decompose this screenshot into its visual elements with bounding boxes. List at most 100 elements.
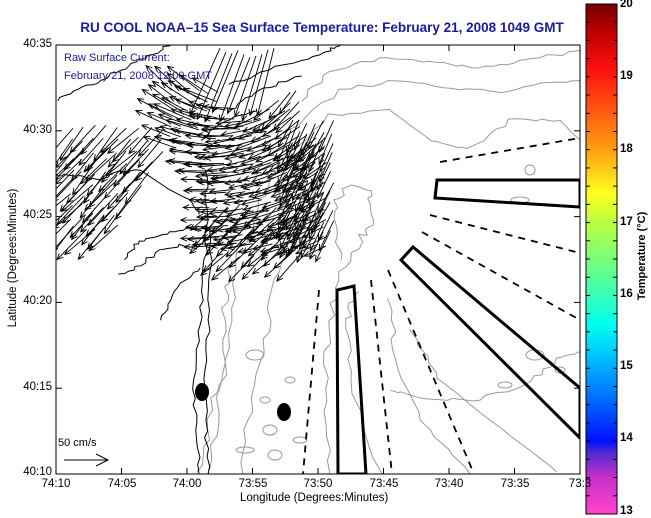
- current-vector: [134, 151, 164, 182]
- current-vector: [231, 225, 261, 234]
- current-vector: [266, 207, 290, 233]
- current-vector: [56, 193, 72, 207]
- current-vector: [56, 159, 83, 185]
- xtick-label: 74:10: [41, 478, 71, 490]
- coastline-segment: [124, 227, 202, 261]
- current-vector: [189, 231, 216, 255]
- current-vector: [317, 171, 332, 200]
- xtick-label: 73:3: [568, 478, 592, 490]
- current-vector: [218, 163, 254, 173]
- current-vector: [298, 160, 316, 191]
- bathymetry-contour: [524, 164, 536, 176]
- current-vector: [81, 194, 108, 224]
- bathymetry-contour: [289, 79, 580, 131]
- current-vector: [228, 216, 255, 224]
- scale-vector-label: 50 cm/s: [58, 437, 97, 449]
- current-vector: [182, 204, 210, 211]
- current-vector: [119, 140, 149, 175]
- current-vector: [241, 162, 272, 174]
- current-vector: [250, 156, 289, 175]
- current-vector: [86, 161, 118, 197]
- current-vector: [204, 206, 229, 233]
- current-vector: [266, 135, 300, 157]
- current-vector: [251, 253, 279, 275]
- station-marker: [195, 383, 209, 401]
- current-vector: [277, 119, 294, 148]
- current-vector: [85, 152, 118, 182]
- coastline-segment: [200, 110, 257, 142]
- current-vector: [248, 217, 277, 243]
- bathymetry-contour: [387, 298, 471, 474]
- xtick-label: 74:00: [172, 478, 202, 490]
- current-vector: [88, 224, 119, 252]
- current-vector: [252, 99, 280, 121]
- current-vector: [212, 135, 252, 146]
- current-vector: [166, 65, 200, 91]
- current-vector: [179, 74, 209, 94]
- survey-boundary-dashed: [387, 269, 475, 474]
- station-markers: [195, 383, 291, 421]
- overlay-label-2: February 21, 2008 12:00 GMT: [64, 70, 212, 82]
- ytick-label: 40:15: [23, 381, 52, 393]
- current-vector: [210, 146, 252, 158]
- current-vector: [142, 135, 175, 148]
- current-vector: [185, 186, 216, 193]
- current-vector: [277, 162, 295, 192]
- current-vector: [137, 139, 162, 169]
- current-vector: [282, 193, 300, 227]
- current-vector: [242, 171, 270, 182]
- current-vector: [69, 212, 94, 239]
- colorbar: [585, 3, 618, 515]
- current-vector: [217, 216, 241, 246]
- survey-boundary-dashed: [370, 279, 393, 474]
- current-vector: [233, 55, 257, 118]
- current-vector: [151, 80, 180, 102]
- current-vector: [273, 243, 302, 270]
- current-vector: [229, 145, 264, 157]
- ytick-label: 40:10: [23, 466, 52, 478]
- colorbar-label: Temperature (°C): [636, 211, 648, 301]
- current-vector: [227, 191, 255, 199]
- survey-region-polygon: [398, 244, 580, 441]
- current-vector: [243, 205, 267, 229]
- current-vector: [211, 204, 240, 234]
- current-vector: [79, 158, 108, 185]
- current-vector: [278, 90, 297, 115]
- current-vector: [227, 182, 253, 190]
- current-vector: [279, 180, 294, 208]
- current-vector: [204, 53, 233, 123]
- current-vector: [300, 201, 315, 232]
- current-vector: [151, 93, 181, 111]
- current-vector: [197, 179, 225, 186]
- current-vector: [309, 192, 324, 226]
- current-vector: [137, 128, 165, 157]
- current-vector: [262, 183, 288, 194]
- colorbar-tick-label: 16: [620, 288, 633, 300]
- current-vector: [56, 225, 74, 251]
- current-vector: [206, 229, 230, 256]
- ytick-label: 40:20: [23, 295, 52, 307]
- current-vector: [186, 235, 217, 243]
- current-vector: [106, 183, 131, 210]
- survey-regions: [302, 137, 580, 474]
- current-vector: [128, 127, 153, 155]
- current-vector: [66, 173, 96, 204]
- current-vector: [202, 133, 234, 140]
- current-vector: [191, 77, 219, 93]
- current-vector: [260, 200, 289, 212]
- current-vector: [285, 119, 300, 154]
- current-vector: [219, 54, 245, 123]
- current-vector: [278, 193, 293, 221]
- station-marker: [277, 403, 291, 421]
- current-vector: [56, 128, 74, 149]
- current-vector: [93, 127, 118, 162]
- current-vector: [189, 206, 218, 232]
- current-vector: [259, 108, 291, 134]
- current-vector: [246, 244, 276, 268]
- xtick-label: 73:35: [500, 478, 530, 490]
- current-vector: [250, 171, 281, 183]
- current-vector: [293, 122, 308, 151]
- current-vector: [238, 220, 265, 247]
- current-vector: [241, 54, 263, 122]
